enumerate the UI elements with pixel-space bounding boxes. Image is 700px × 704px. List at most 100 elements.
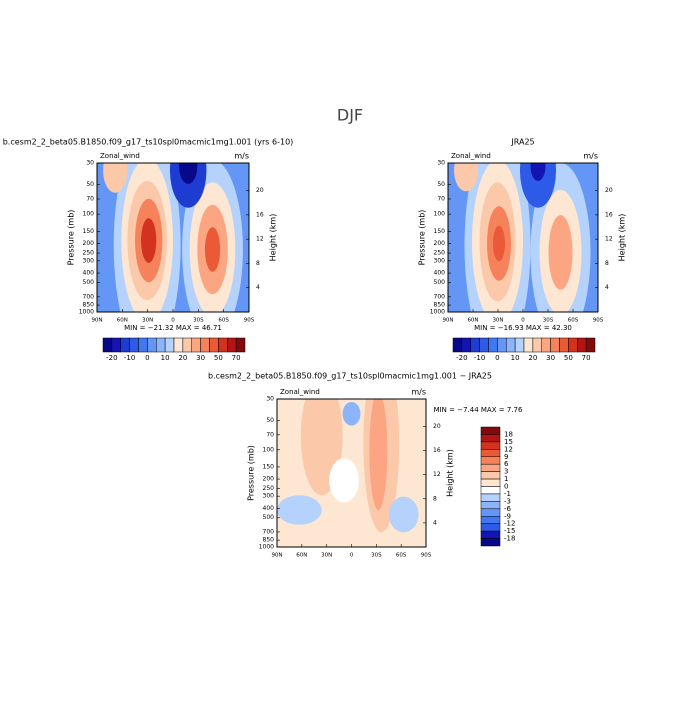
colorbar-box [164,337,175,353]
contour-region [329,458,359,503]
y-tick-label: 300 [434,257,446,264]
colorbar-box [480,434,501,443]
contour-region [277,495,322,525]
y-tick-label: 200 [83,240,95,247]
y-tick-label: 70 [266,431,274,438]
y-tick-label: 30 [86,160,94,167]
colorbar-label: 10 [511,354,520,362]
contour-region [388,496,419,533]
colorbar-box [209,337,219,353]
panel-title: b.cesm2_2_beta05.B1850.f09_g17_ts10spl0m… [3,138,294,147]
colorbar-box [480,530,501,539]
x-tick-label: 60S [396,553,407,559]
units: m/s [234,152,249,161]
y2-tick-label: 8 [605,260,609,267]
y2-tick-label: 12 [605,236,613,243]
y2-axis-label: Height (km) [618,214,627,262]
colorbar-box [480,501,501,510]
colorbar-box [550,337,560,353]
contour-field [97,163,249,312]
colorbar-label: 0 [145,354,149,362]
x-tick-label: 30S [543,318,554,324]
colorbar-label: 6 [504,460,509,468]
units: m/s [583,152,598,161]
contour-region [369,399,388,510]
y-tick-label: 50 [437,181,445,188]
colorbar-box [218,337,228,353]
colorbar-label: -10 [474,354,485,362]
y-tick-label: 250 [83,250,95,257]
colorbar-box [227,337,237,353]
y2-tick-label: 16 [605,211,613,218]
colorbar-box [514,337,525,353]
y-tick-label: 100 [434,211,446,218]
colorbar-label: 9 [504,453,508,461]
colorbar-box [470,337,480,353]
colorbar-label: -3 [504,497,511,505]
y-tick-label: 100 [83,211,95,218]
colorbar-box [497,337,507,353]
colorbar-label: -20 [106,354,117,362]
y-tick-label: 1000 [259,544,274,551]
colorbar-box [577,337,587,353]
y-tick-label: 150 [434,228,446,235]
x-tick-label: 0 [350,553,354,559]
min-max: MIN = −7.44 MAX = 7.76 [434,406,523,414]
y-tick-label: 70 [86,196,94,203]
y-tick-label: 150 [83,228,95,235]
y2-tick-label: 4 [605,284,609,291]
min-max: MIN = −16.93 MAX = 42.30 [474,324,572,332]
colorbar-box [559,337,569,353]
colorbar-box [532,337,542,353]
y-axis-label: Pressure (mb) [67,210,76,266]
contour-region [342,401,361,426]
colorbar-box [156,337,166,353]
contour-region [454,163,478,192]
colorbar-box [200,337,210,353]
colorbar-box [452,337,463,353]
min-max: MIN = −21.32 MAX = 46.71 [124,324,222,332]
y-tick-label: 150 [263,463,275,470]
colorbar-label: 3 [504,468,508,476]
colorbar-box [585,337,596,353]
x-tick-label: 30N [321,553,332,559]
y-axis-label: Pressure (mb) [247,445,256,501]
colorbar-label: 1 [504,475,508,483]
colorbar-label: 0 [495,354,499,362]
colorbar-label: -9 [504,512,511,520]
y-tick-label: 500 [83,279,95,286]
colorbar-label: -18 [504,535,515,543]
contour-region [493,225,505,262]
x-tick-label: 60N [467,318,478,324]
x-tick-label: 60S [568,318,579,324]
y2-tick-label: 20 [433,423,441,430]
colorbar-box [173,337,184,353]
colorbar-box [138,337,148,353]
x-tick-label: 90S [244,318,255,324]
contour-field [277,399,426,547]
units: m/s [411,388,426,397]
y2-axis-label: Height (km) [446,449,455,497]
colorbar-box [480,493,501,502]
contour-region [169,163,207,208]
y-tick-label: 50 [266,417,274,424]
panel-title: JRA25 [510,138,534,147]
colorbar-box [506,337,516,353]
y2-tick-label: 16 [433,447,441,454]
panel-title: b.cesm2_2_beta05.B1850.f09_g17_ts10spl0m… [208,372,492,381]
x-tick-label: 30S [371,553,382,559]
x-tick-label: 30N [142,318,153,324]
colorbar-label: -12 [504,520,515,528]
colorbar-box [480,516,501,524]
colorbar-box [480,441,501,450]
y-tick-label: 200 [434,240,446,247]
colorbar-label: 50 [564,354,573,362]
y2-tick-label: 20 [605,187,613,194]
colorbar-box [480,486,501,495]
colorbar-box [480,523,501,532]
colorbar-box [235,337,246,353]
x-tick-label: 30N [492,318,503,324]
colorbar-label: 20 [528,354,537,362]
y2-tick-label: 16 [256,211,264,218]
